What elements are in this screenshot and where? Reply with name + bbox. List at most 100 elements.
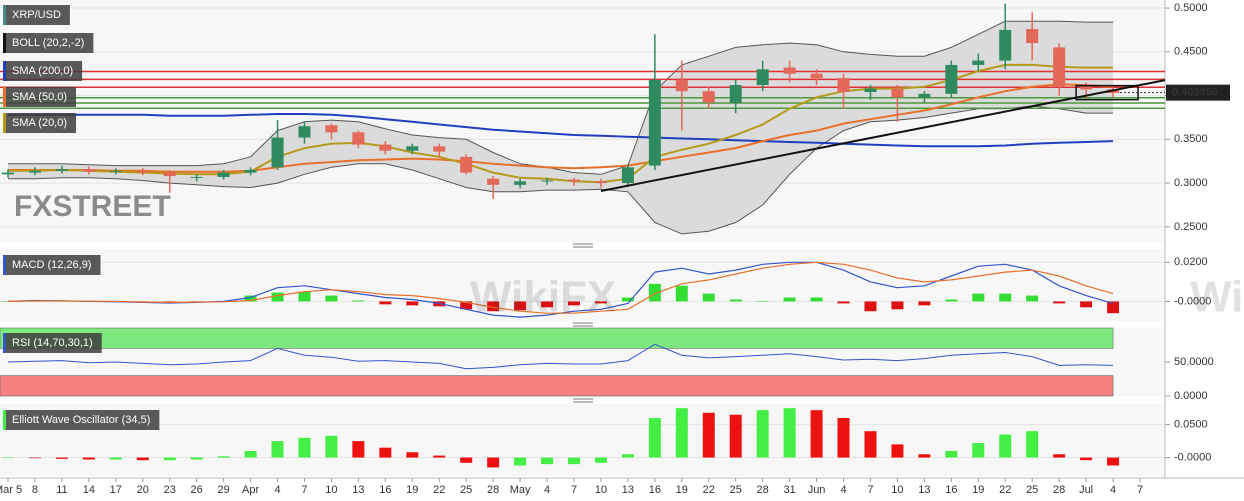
candle-body (244, 169, 257, 173)
x-tick-label: 4 (1110, 484, 1116, 496)
ewo-bar (648, 418, 661, 458)
ewo-bar (244, 450, 257, 458)
macd-histogram-bar (999, 293, 1012, 302)
macd-histogram-bar (244, 295, 257, 302)
legend-item: SMA (200,0) (3, 61, 83, 81)
sma-line (8, 83, 1114, 173)
candle-body (756, 69, 769, 86)
panel-handle[interactable] (573, 243, 593, 248)
ewo-bar (864, 431, 877, 458)
x-tick-label: Jun (808, 484, 826, 496)
x-tick-label: 22 (703, 484, 715, 496)
candle-body (406, 146, 419, 151)
ewo-bar (163, 457, 176, 461)
ewo-bar (487, 457, 500, 468)
x-tick-label: 10 (595, 484, 607, 496)
ewo-bar (406, 452, 419, 458)
candle-body (487, 178, 500, 185)
ewo-bar (783, 408, 796, 458)
macd-histogram-bar (298, 291, 311, 302)
candle-body (810, 73, 823, 79)
candle-body (352, 132, 365, 145)
bollinger-lower (8, 105, 1113, 235)
legend-item: MACD (12,26,9) (3, 255, 101, 275)
x-tick-label: 4 (274, 484, 280, 496)
candle-body (82, 169, 95, 172)
macd-histogram-bar (514, 301, 527, 311)
ewo-bar (1053, 454, 1066, 458)
legend-label: SMA (200,0) (12, 65, 73, 77)
candle-body (568, 179, 580, 182)
y-tick-label: 0.3000 (1174, 177, 1208, 189)
legend-item: Elliott Wave Oscillator (34,5) (3, 410, 160, 430)
macd-histogram-bar (379, 301, 392, 305)
legend-label: SMA (20,0) (12, 117, 67, 129)
ewo-bar (298, 437, 311, 458)
candle-body (541, 180, 554, 182)
legend-item: RSI (14,70,30,1) (3, 333, 102, 353)
x-tick-label: 16 (379, 484, 391, 496)
y-tick-label: 0.5000 (1174, 2, 1208, 14)
candle-body (891, 88, 904, 98)
bollinger-upper (8, 20, 1113, 175)
macd-histogram-bar (837, 301, 850, 304)
x-tick-label: 28 (757, 484, 769, 496)
ewo-bar (891, 444, 904, 458)
macd-histogram-bar (864, 301, 877, 312)
candle-body (325, 125, 338, 133)
y-tick-label: -0.0000 (1174, 451, 1211, 463)
ewo-bar (675, 408, 688, 458)
ewo-bar (972, 443, 985, 458)
macd-histogram-bar (729, 299, 742, 302)
macd-histogram-bar (945, 299, 958, 302)
candle-body (621, 167, 634, 184)
x-tick-label: 22 (433, 484, 445, 496)
ewo-bar (28, 457, 41, 459)
watermark: FXSTREET (14, 190, 171, 223)
y-tick-label: 0.2500 (1174, 221, 1208, 233)
x-tick-label: 19 (972, 484, 984, 496)
candle-body (460, 156, 473, 173)
y-tick-label: 0.0500 (1174, 419, 1208, 431)
ewo-bar (379, 447, 392, 458)
x-tick-label: 14 (83, 484, 95, 496)
y-tick-label: 0.0000 (1174, 390, 1208, 402)
candle-body (864, 88, 877, 93)
ewo-bar (217, 456, 230, 458)
candle-body (217, 172, 230, 177)
macd-line (7, 261, 1114, 314)
candle-body (702, 91, 715, 103)
ewo-bar (514, 457, 527, 466)
x-tick-label: 26 (191, 484, 203, 496)
last-price-label: 0.403350 (1172, 87, 1218, 99)
macd-histogram-bar (918, 301, 931, 306)
x-tick-label: 4 (840, 484, 846, 496)
panel-handle[interactable] (573, 398, 593, 403)
candle-body (1026, 29, 1039, 44)
macd-histogram-bar (783, 297, 796, 302)
ewo-bar (621, 454, 634, 458)
panel-handle[interactable] (573, 322, 593, 327)
y-tick-label: -0.0000 (1174, 295, 1211, 307)
ewo-bar (945, 450, 958, 458)
candle-body (1053, 47, 1066, 87)
legend-swatch (3, 87, 6, 107)
macd-histogram-bar (325, 295, 338, 302)
x-tick-label: 22 (999, 484, 1011, 496)
last-price-box (1166, 84, 1230, 101)
trendline (600, 79, 1166, 192)
rsi-line (7, 343, 1114, 370)
panel-bg (0, 249, 1165, 321)
x-tick-label: 31 (783, 484, 795, 496)
candle-body (298, 126, 311, 138)
ewo-bar (729, 414, 742, 458)
x-tick-label: 7 (867, 484, 873, 496)
y-tick-label: 50.0000 (1174, 356, 1214, 368)
candle-body (972, 60, 985, 65)
selection-box (1075, 84, 1139, 101)
legend-label: RSI (14,70,30,1) (12, 337, 93, 349)
ewo-bar (756, 410, 769, 458)
legend-swatch (3, 255, 6, 275)
ewo-bar (1026, 431, 1039, 458)
